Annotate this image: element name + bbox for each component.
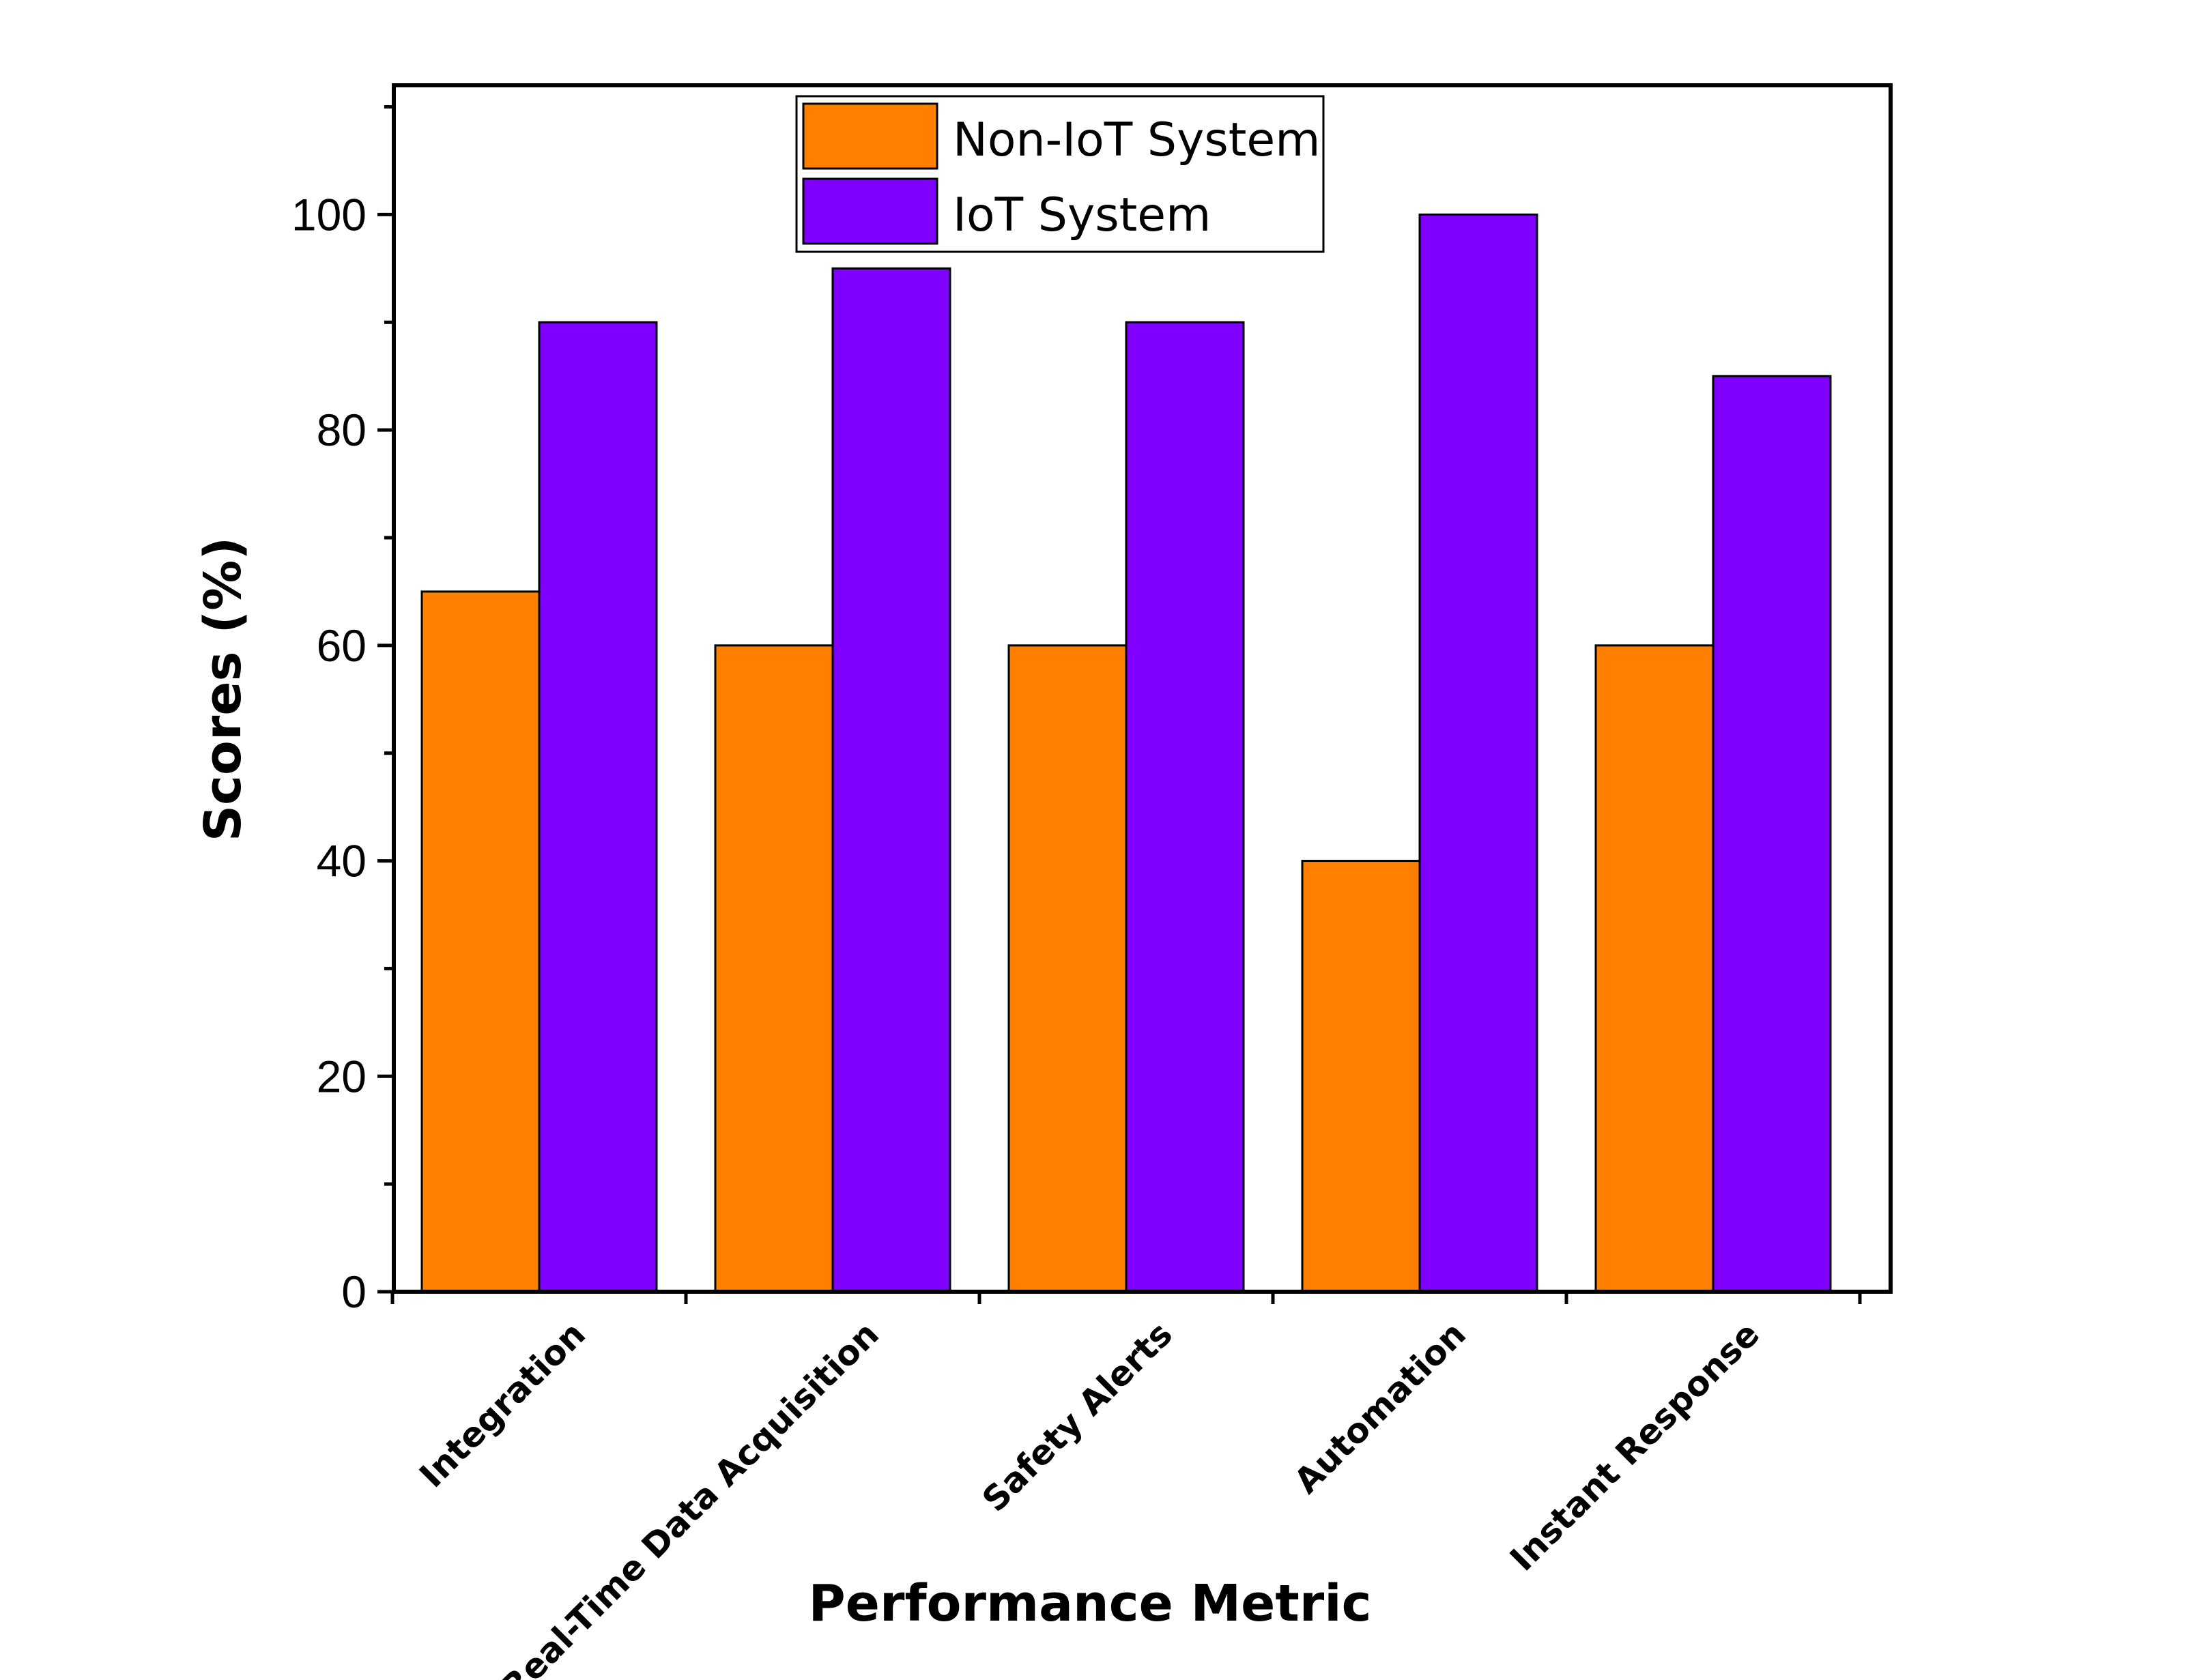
x-axis-title: Performance Metric xyxy=(809,1574,1372,1633)
bar-iot-2 xyxy=(831,267,951,1293)
legend-swatch-iot xyxy=(802,177,938,245)
legend: Non-IoT System IoT System xyxy=(795,95,1325,253)
bar-iot-4 xyxy=(1418,213,1538,1293)
legend-label-non-iot: Non-IoT System xyxy=(953,113,1321,167)
legend-swatch-non-iot xyxy=(802,102,938,170)
bar-iot-3 xyxy=(1125,321,1245,1293)
y-tick-label: 40 xyxy=(317,836,367,886)
y-tick-label: 100 xyxy=(291,189,367,240)
y-tick-label: 60 xyxy=(317,620,367,671)
legend-label-iot: IoT System xyxy=(953,188,1211,242)
x-tick-label: Automation xyxy=(1287,1314,1474,1501)
bar-non-iot-1 xyxy=(420,590,541,1293)
bar-non-iot-5 xyxy=(1594,644,1715,1293)
bar-iot-1 xyxy=(538,321,658,1293)
bar-non-iot-2 xyxy=(714,644,834,1293)
axes-layer xyxy=(377,83,1893,1304)
y-axis-title: Scores (%) xyxy=(194,537,253,841)
x-tick-label: Integration xyxy=(412,1314,593,1495)
bar-non-iot-4 xyxy=(1301,860,1421,1293)
x-tick-label: Instant Response xyxy=(1502,1314,1767,1579)
y-tick-label: 0 xyxy=(341,1266,367,1317)
y-tick-label: 80 xyxy=(317,405,367,455)
bars-layer xyxy=(420,213,1832,1293)
bar-non-iot-3 xyxy=(1007,644,1128,1293)
x-tick-label: Safety Alerts xyxy=(975,1314,1180,1520)
plot-frame xyxy=(392,83,1893,1294)
bar-iot-5 xyxy=(1712,375,1832,1293)
y-tick-label: 20 xyxy=(317,1051,367,1101)
